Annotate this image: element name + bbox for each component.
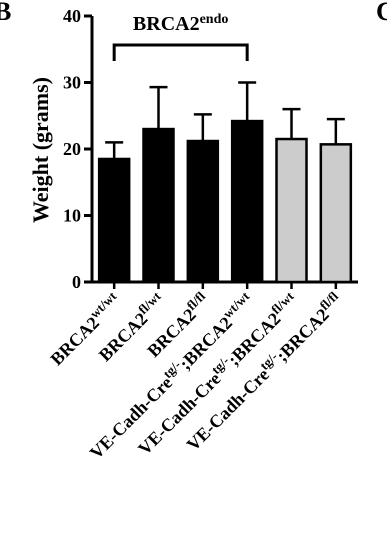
bracket-annotation: BRCA2endo (112, 12, 249, 61)
y-tick-label: 30 (63, 73, 81, 93)
bracket-label: BRCA2endo (133, 12, 228, 36)
axes: 0 10 20 30 40 (63, 6, 358, 292)
y-tick-label: 0 (72, 272, 81, 292)
y-tick-label: 40 (63, 6, 81, 26)
y-axis-label: Weight (grams) (28, 77, 53, 223)
y-tick-label: 10 (63, 206, 81, 226)
bar (142, 127, 175, 284)
bar (319, 143, 353, 284)
x-tick-label: VE-Cadh-Cretg/-;BRCA2fl/fl (180, 288, 347, 455)
error-bars (105, 81, 345, 159)
bracket-line (112, 43, 249, 61)
bars (97, 119, 353, 284)
y-tick-label: 20 (63, 139, 81, 159)
bar (186, 139, 220, 284)
bar (275, 137, 308, 284)
x-tick-labels: BRCA2wt/wtBRCA2fl/wtBRCA2fl/flVE-Cadh-Cr… (46, 288, 347, 463)
panel-letter-right: C (376, 0, 387, 26)
x-tick-label: VE-Cadh-Cretg/-;BRCA2wt/wt (83, 288, 258, 463)
panel-letter-left: B (0, 0, 11, 26)
bar (97, 157, 131, 284)
bar (230, 119, 264, 284)
